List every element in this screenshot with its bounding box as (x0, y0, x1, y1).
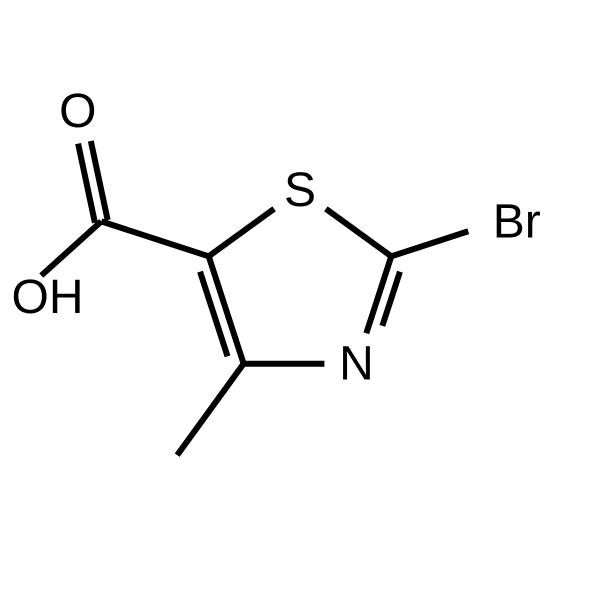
bond-line (41, 221, 101, 275)
atom-label-br: Br (493, 195, 541, 248)
molecule-diagram: S Br N O OH (0, 0, 600, 600)
bond-line (366, 256, 391, 333)
bond-line (200, 272, 227, 357)
bond-line (177, 364, 243, 455)
bond-line (209, 209, 274, 256)
atom-label-od: O (59, 85, 96, 138)
bond-line (326, 209, 391, 256)
atom-label-s: S (284, 164, 316, 217)
bond-line (101, 221, 208, 256)
atom-label-n: N (339, 338, 374, 391)
atom-label-oh: OH (12, 271, 84, 324)
bond-line (391, 231, 468, 256)
